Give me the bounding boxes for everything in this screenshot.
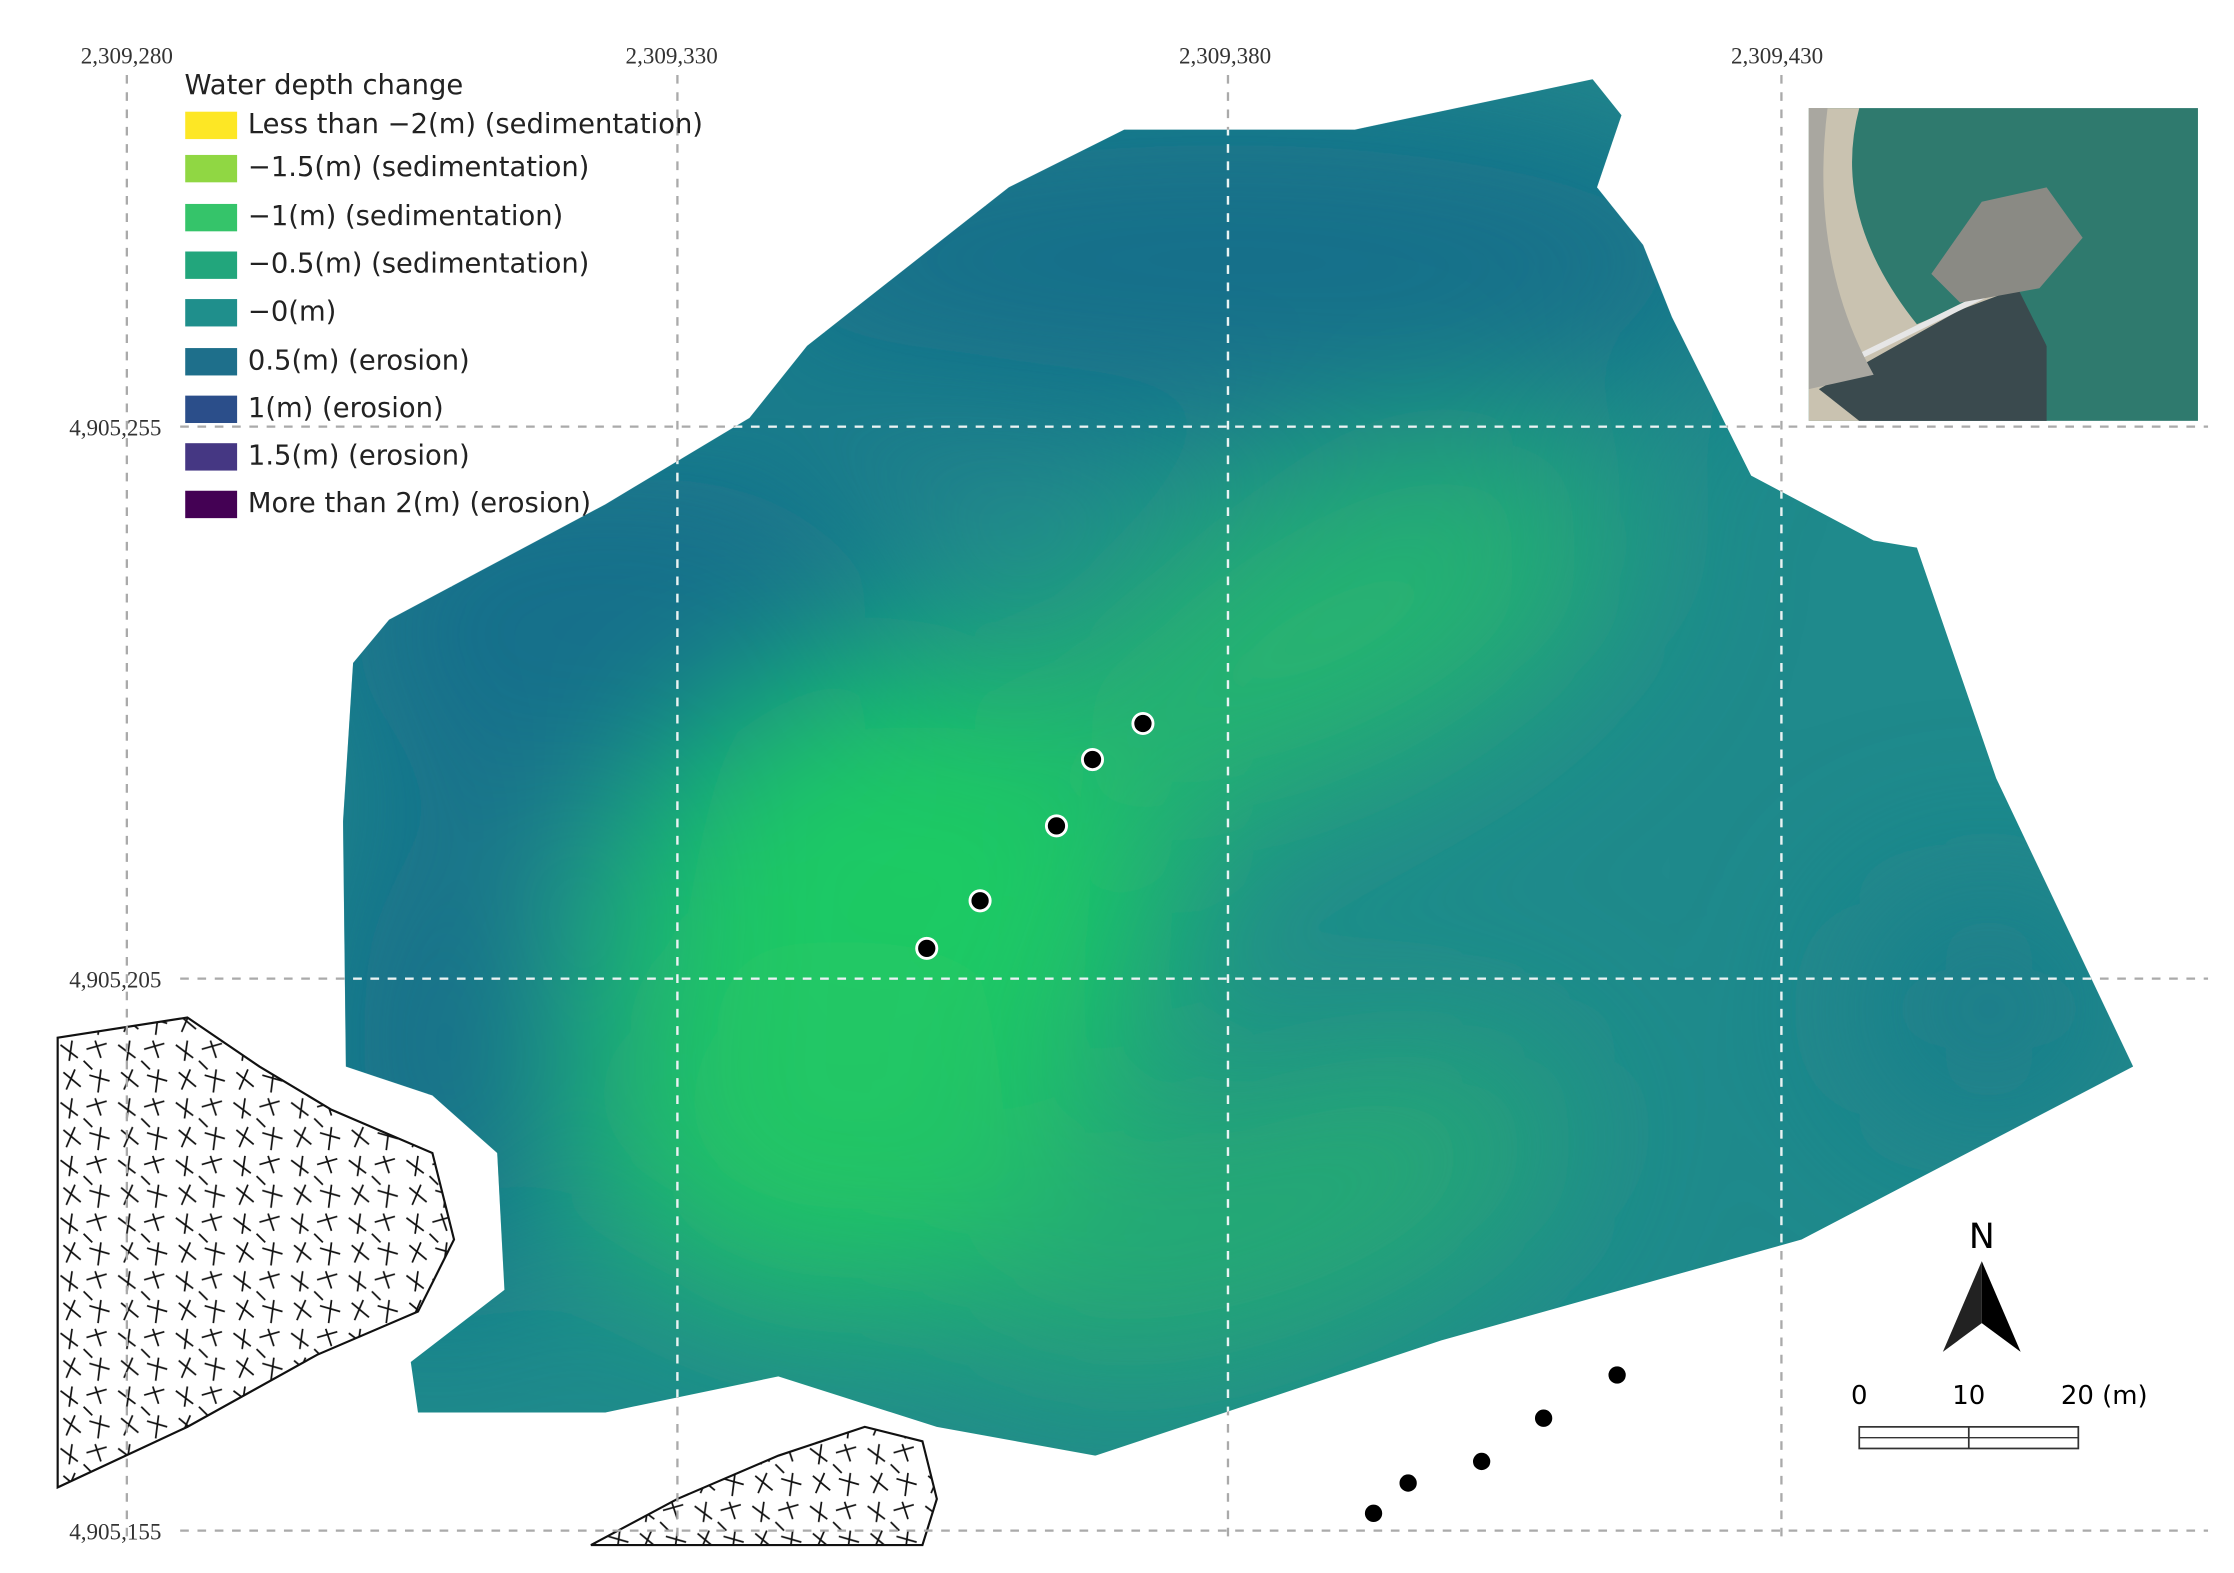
scale-bar: 0 10 20 (m) — [1851, 1381, 2148, 1450]
y-coord-label: 4,905,255 — [69, 414, 161, 440]
north-arrow: N — [1942, 1217, 2021, 1352]
y-coord-label: 4,905,155 — [69, 1518, 161, 1544]
legend-label: Less than −2(m) (sedimentation) — [248, 109, 703, 140]
legend-label: 1.5(m) (erosion) — [248, 440, 470, 471]
legend-label: 1(m) (erosion) — [248, 393, 444, 424]
legend-swatch — [183, 394, 239, 425]
scale-label: 0 — [1851, 1381, 1868, 1411]
scale-label: 20 (m) — [2061, 1381, 2148, 1411]
y-coord-label: 4,905,205 — [69, 966, 161, 992]
scale-label: 10 — [1952, 1381, 1985, 1411]
legend-swatch — [183, 250, 239, 281]
legend-label: −0.5(m) (sedimentation) — [248, 249, 589, 280]
inset — [1808, 108, 2198, 421]
legend-label: −0(m) — [248, 296, 336, 327]
legend-title: Water depth change — [184, 70, 463, 101]
x-coord-label: 2,309,280 — [81, 42, 173, 68]
sample-points — [915, 711, 1629, 1525]
x-coord-label: 2,309,430 — [1731, 42, 1823, 68]
x-coord-label: 2,309,380 — [1179, 42, 1271, 68]
legend-swatch — [183, 489, 239, 520]
north-label: N — [1969, 1217, 1995, 1257]
legend-label: More than 2(m) (erosion) — [248, 488, 591, 519]
legend-swatch — [183, 346, 239, 377]
land-hatch — [590, 1425, 938, 1547]
x-coord-label: 2,309,330 — [626, 42, 718, 68]
legend-label: 0.5(m) (erosion) — [248, 345, 470, 376]
legend-swatch — [183, 202, 239, 233]
legend-swatch — [183, 110, 239, 141]
legend-label: −1.5(m) (sedimentation) — [248, 152, 589, 183]
land-hatch — [56, 1016, 456, 1490]
legend-label: −1(m) (sedimentation) — [248, 201, 563, 232]
legend-swatch — [183, 297, 239, 328]
legend-swatch — [183, 441, 239, 473]
legend-swatch — [183, 153, 239, 184]
legend: Water depth change Less than −2(m) (sedi… — [183, 70, 703, 520]
